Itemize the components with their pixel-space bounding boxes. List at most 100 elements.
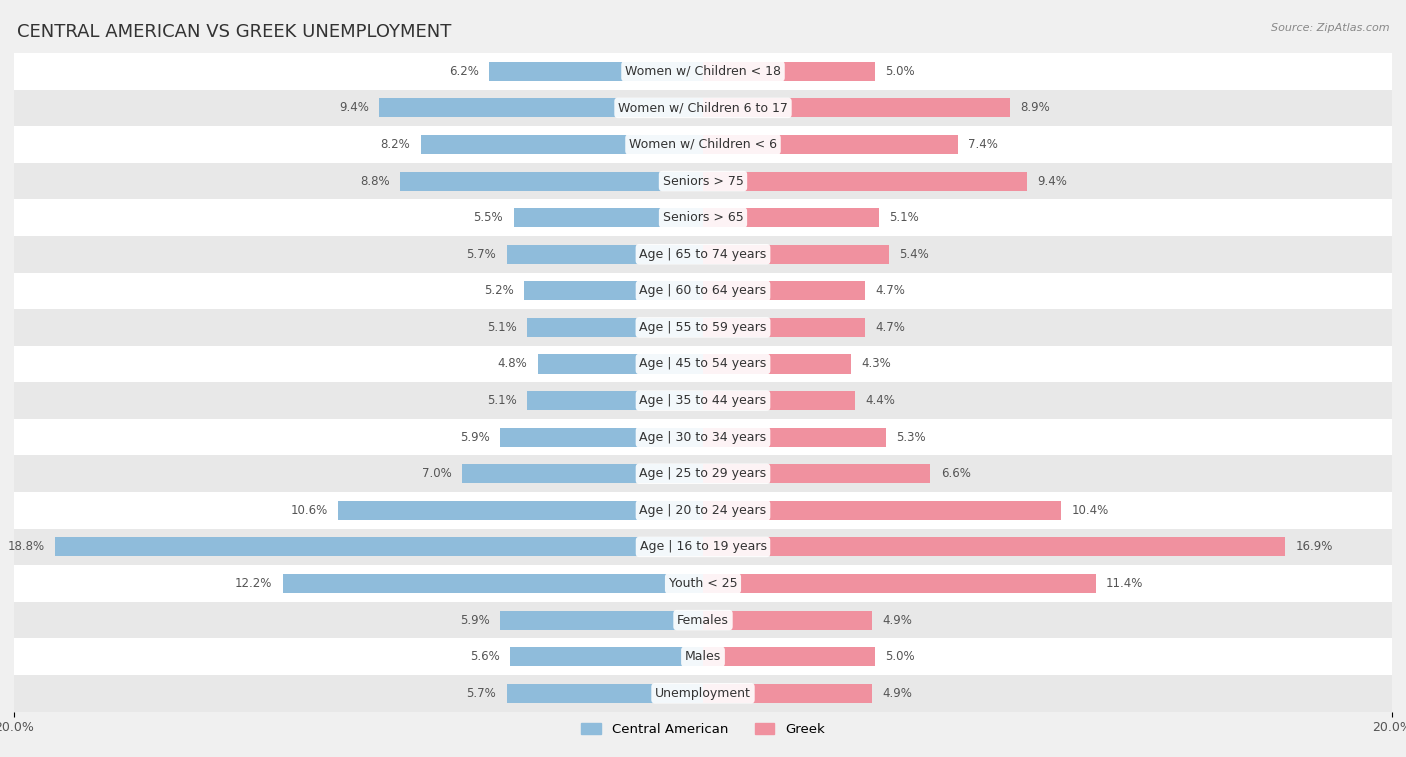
Bar [55, 537, 703, 556]
Text: 4.9%: 4.9% [882, 614, 912, 627]
Text: 10.4%: 10.4% [1071, 504, 1109, 517]
Text: Unemployment: Unemployment [655, 687, 751, 699]
Bar [703, 464, 931, 483]
Text: 16.9%: 16.9% [1295, 540, 1333, 553]
Bar [537, 354, 703, 373]
Text: 5.9%: 5.9% [460, 614, 489, 627]
Bar [14, 346, 1392, 382]
Text: Women w/ Children < 6: Women w/ Children < 6 [628, 138, 778, 151]
Text: Age | 45 to 54 years: Age | 45 to 54 years [640, 357, 766, 370]
Bar [14, 126, 1392, 163]
Bar [703, 611, 872, 630]
Text: 5.1%: 5.1% [488, 394, 517, 407]
Text: Age | 55 to 59 years: Age | 55 to 59 years [640, 321, 766, 334]
Text: Women w/ Children 6 to 17: Women w/ Children 6 to 17 [619, 101, 787, 114]
Bar [527, 318, 703, 337]
Text: 4.8%: 4.8% [498, 357, 527, 370]
Text: Age | 16 to 19 years: Age | 16 to 19 years [640, 540, 766, 553]
Bar [703, 135, 957, 154]
Bar [14, 236, 1392, 273]
Text: 5.7%: 5.7% [467, 248, 496, 260]
Text: 5.4%: 5.4% [900, 248, 929, 260]
Bar [703, 428, 886, 447]
Text: Males: Males [685, 650, 721, 663]
Bar [14, 163, 1392, 199]
Text: Age | 35 to 44 years: Age | 35 to 44 years [640, 394, 766, 407]
Bar [703, 574, 1095, 593]
Text: Age | 30 to 34 years: Age | 30 to 34 years [640, 431, 766, 444]
Text: 8.2%: 8.2% [381, 138, 411, 151]
Bar [283, 574, 703, 593]
Text: Seniors > 75: Seniors > 75 [662, 175, 744, 188]
Bar [506, 245, 703, 263]
Bar [14, 382, 1392, 419]
Text: Age | 60 to 64 years: Age | 60 to 64 years [640, 285, 766, 298]
Text: 5.7%: 5.7% [467, 687, 496, 699]
Text: 5.0%: 5.0% [886, 650, 915, 663]
Text: Age | 65 to 74 years: Age | 65 to 74 years [640, 248, 766, 260]
Text: 4.7%: 4.7% [875, 285, 905, 298]
Bar [14, 638, 1392, 675]
Text: 5.1%: 5.1% [488, 321, 517, 334]
Text: Age | 20 to 24 years: Age | 20 to 24 years [640, 504, 766, 517]
Text: 7.4%: 7.4% [969, 138, 998, 151]
Text: 9.4%: 9.4% [339, 101, 368, 114]
Bar [703, 537, 1285, 556]
Text: 7.0%: 7.0% [422, 467, 451, 480]
Bar [527, 391, 703, 410]
Text: 5.9%: 5.9% [460, 431, 489, 444]
Bar [703, 62, 875, 81]
Text: 6.6%: 6.6% [941, 467, 970, 480]
Text: 4.4%: 4.4% [865, 394, 894, 407]
Bar [703, 98, 1010, 117]
Bar [399, 172, 703, 191]
Bar [14, 53, 1392, 89]
Bar [489, 62, 703, 81]
Bar [506, 684, 703, 702]
Text: 5.2%: 5.2% [484, 285, 513, 298]
Bar [461, 464, 703, 483]
Bar [14, 273, 1392, 309]
Bar [14, 675, 1392, 712]
Bar [14, 89, 1392, 126]
Text: Women w/ Children < 18: Women w/ Children < 18 [626, 65, 780, 78]
Bar [420, 135, 703, 154]
Text: 18.8%: 18.8% [8, 540, 45, 553]
Text: 6.2%: 6.2% [450, 65, 479, 78]
Bar [703, 647, 875, 666]
Text: 4.3%: 4.3% [862, 357, 891, 370]
Text: Females: Females [678, 614, 728, 627]
Text: 4.9%: 4.9% [882, 687, 912, 699]
Bar [703, 684, 872, 702]
Text: 9.4%: 9.4% [1038, 175, 1067, 188]
Bar [703, 282, 865, 301]
Text: Seniors > 65: Seniors > 65 [662, 211, 744, 224]
Text: 10.6%: 10.6% [290, 504, 328, 517]
Bar [524, 282, 703, 301]
Bar [499, 611, 703, 630]
Bar [14, 602, 1392, 638]
Text: 5.0%: 5.0% [886, 65, 915, 78]
Text: 4.7%: 4.7% [875, 321, 905, 334]
Text: Age | 25 to 29 years: Age | 25 to 29 years [640, 467, 766, 480]
Bar [14, 309, 1392, 346]
Text: Source: ZipAtlas.com: Source: ZipAtlas.com [1271, 23, 1389, 33]
Bar [703, 208, 879, 227]
Text: 11.4%: 11.4% [1107, 577, 1143, 590]
Bar [14, 565, 1392, 602]
Bar [14, 528, 1392, 565]
Bar [513, 208, 703, 227]
Text: 5.3%: 5.3% [896, 431, 925, 444]
Bar [380, 98, 703, 117]
Text: Youth < 25: Youth < 25 [669, 577, 737, 590]
Bar [337, 501, 703, 520]
Text: 5.5%: 5.5% [474, 211, 503, 224]
Bar [14, 419, 1392, 456]
Text: 8.8%: 8.8% [360, 175, 389, 188]
Text: CENTRAL AMERICAN VS GREEK UNEMPLOYMENT: CENTRAL AMERICAN VS GREEK UNEMPLOYMENT [17, 23, 451, 41]
Bar [499, 428, 703, 447]
Bar [510, 647, 703, 666]
Bar [703, 318, 865, 337]
Bar [14, 456, 1392, 492]
Bar [703, 501, 1062, 520]
